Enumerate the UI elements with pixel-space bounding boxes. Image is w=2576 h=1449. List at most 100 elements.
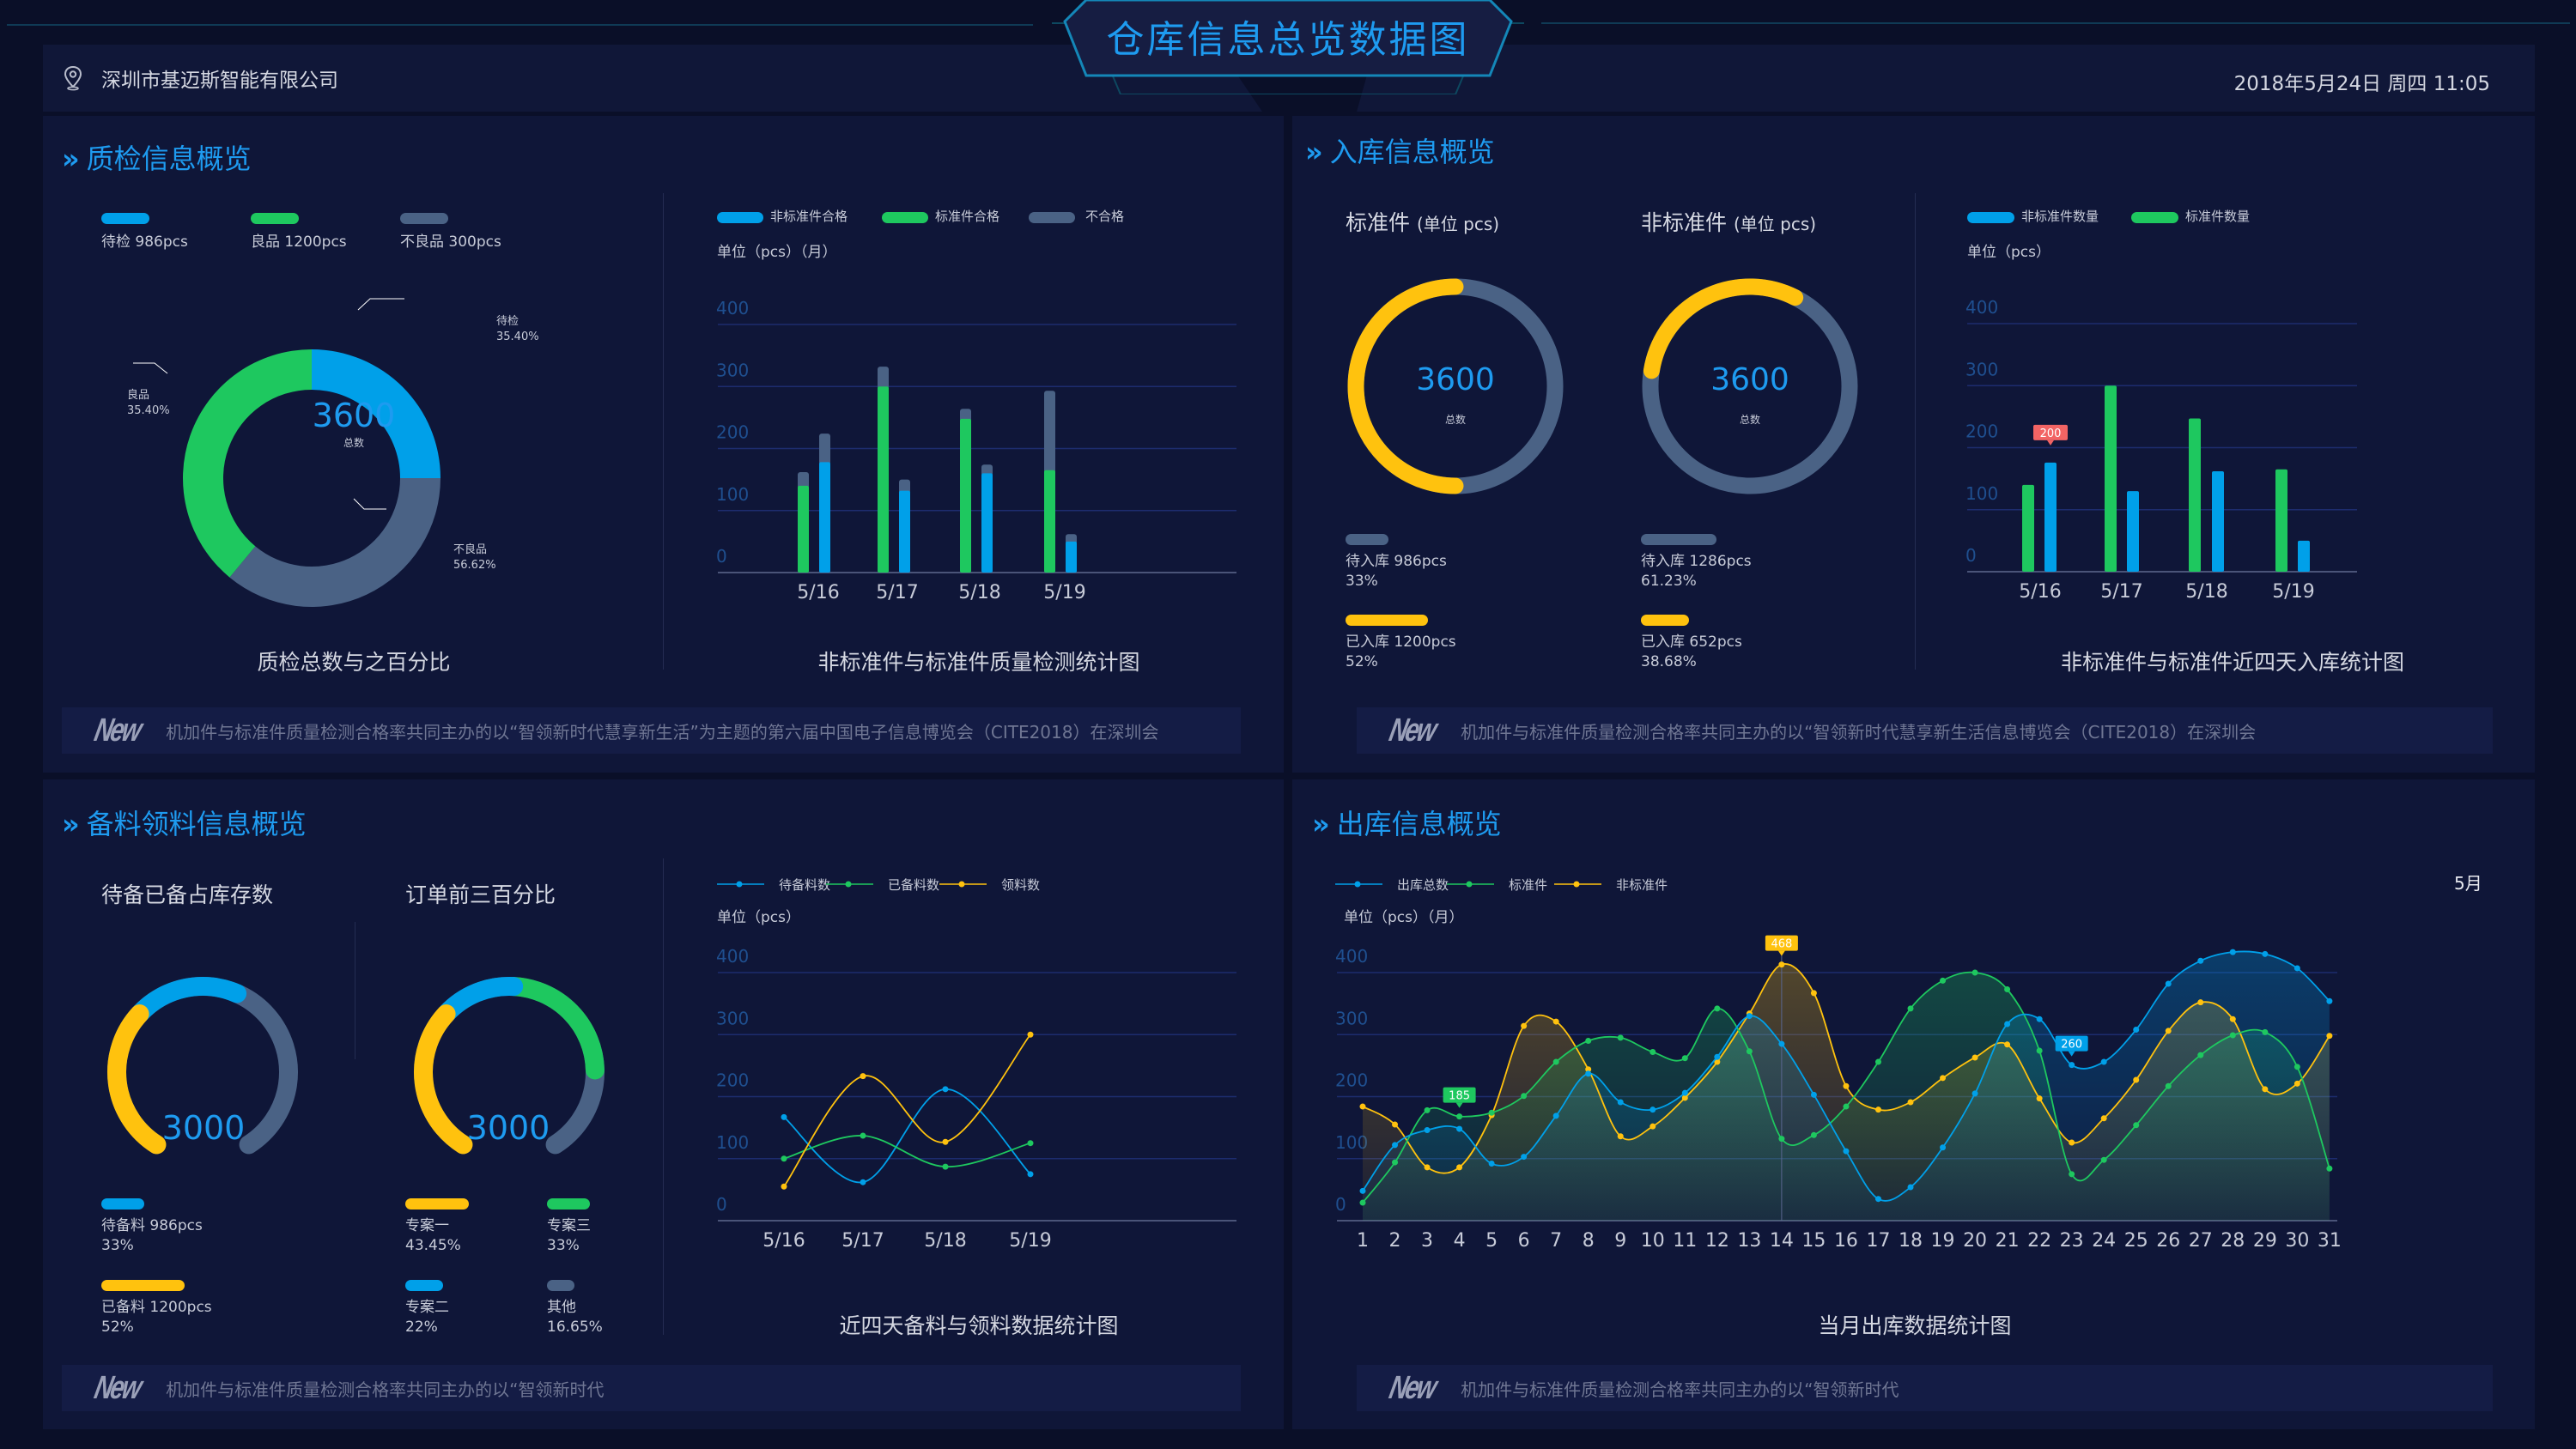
map-pin-icon [64,65,82,91]
header-top-line [7,24,1033,26]
slice-label-defective: 不良品 56.62% [453,543,496,572]
inbound-ring-charts [1347,278,1858,494]
svg-text:4: 4 [1454,1230,1466,1252]
svg-text:468: 468 [1771,938,1792,951]
new-badge: New [1386,712,1439,749]
svg-text:300: 300 [716,360,749,380]
svg-text:400: 400 [1965,297,1998,318]
svg-text:1: 1 [1357,1230,1369,1252]
gauge1-value: 3000 [161,1109,246,1147]
svg-text:9: 9 [1614,1230,1626,1252]
svg-text:7: 7 [1550,1230,1562,1252]
header-top-line-right [1541,22,2570,24]
svg-text:100: 100 [716,1132,749,1153]
svg-text:185: 185 [1449,1090,1470,1103]
svg-text:300: 300 [1965,359,1998,379]
svg-text:400: 400 [716,946,749,967]
double-chevron-icon: » [62,808,80,840]
svg-text:27: 27 [2189,1230,2213,1252]
project2-swatch [405,1280,443,1291]
legend-label-nonstd-qty: 非标准件数量 [2021,209,2099,224]
gauge2-title: 订单前三百分比 [405,882,556,907]
news-ticker[interactable]: New 机加件与标准件质量检测合格率共同主办的以“智领新时代 [62,1365,1241,1411]
legend-label-good: 良品 1200pcs [251,233,347,251]
std-done-label: 已入库 1200pcs 52% [1346,634,1456,670]
prep-line-legend: 待备料数 已备料数 领料数 [717,877,1040,893]
svg-text:10: 10 [1641,1230,1665,1252]
svg-text:22: 22 [2027,1230,2051,1252]
month-selector[interactable]: 5月 [2454,873,2482,894]
donut-total-value: 3600 [312,397,396,434]
new-badge: New [91,1369,144,1406]
gauge2-value: 3000 [466,1109,550,1147]
svg-text:5/16: 5/16 [762,1230,805,1252]
svg-text:5/16: 5/16 [797,582,839,603]
nonstd-ring-total: 3600 [1710,362,1789,397]
legend-swatch-good [251,213,299,224]
news-ticker[interactable]: New 机加件与标准件质量检测合格率共同主办的以“智领新时代 [1357,1365,2493,1411]
divider [663,858,664,1335]
svg-text:5/19: 5/19 [1043,582,1085,603]
svg-text:200: 200 [2040,427,2062,440]
legend-swatch-fail [1029,212,1075,223]
header-left-bar [43,45,1262,112]
std-ring-total: 3600 [1416,362,1495,397]
svg-text:5/17: 5/17 [841,1230,884,1252]
section-title-outbound: » 出库信息概览 [1312,808,1502,840]
svg-text:5/19: 5/19 [1009,1230,1051,1252]
svg-text:17: 17 [1866,1230,1890,1252]
chart-unit-label: 单位（pcs） [1967,244,2050,261]
panel-inbound [1292,116,2535,773]
prep-line-chart: 0 100 200 300 400 5/16 5/17 5/18 5/19 [716,946,1236,1252]
std-ring-label: 总数 [1444,414,1466,426]
svg-text:5: 5 [1485,1230,1498,1252]
outbound-caption: 当月出库数据统计图 [1818,1313,2012,1338]
svg-text:0: 0 [1335,1194,1346,1215]
nonstd-pending-swatch [1641,534,1716,545]
nonstd-ring-label: 总数 [1739,414,1760,426]
svg-text:0: 0 [1965,545,1977,566]
svg-text:100: 100 [1965,483,1998,504]
other-swatch [547,1280,574,1291]
section-title-inbound: » 入库信息概览 [1305,136,1495,168]
ticker-text: 机加件与标准件质量检测合格率共同主办的以“智领新时代慧享新生活信息博览会（CIT… [1461,721,2257,743]
svg-text:5/16: 5/16 [2019,581,2061,603]
svg-text:5/17: 5/17 [876,582,918,603]
new-badge: New [1386,1369,1439,1406]
svg-text:5/18: 5/18 [958,582,1000,603]
std-pending-swatch [1346,534,1388,545]
project1-swatch [405,1198,469,1210]
ticker-text: 机加件与标准件质量检测合格率共同主办的以“智领新时代慧享新生活”为主题的第六届中… [166,721,1159,743]
slice-label-pending: 待检 35.40% [496,315,539,343]
legend-swatch-std-pass [882,212,928,223]
inbound-bar-caption: 非标准件与标准件近四天入库统计图 [2060,650,2404,675]
ticker-text: 机加件与标准件质量检测合格率共同主办的以“智领新时代 [1461,1379,1899,1400]
svg-text:200: 200 [716,422,749,443]
svg-text:领料数: 领料数 [1001,877,1040,893]
double-chevron-icon: » [1305,136,1323,168]
nonstd-pending-label: 待入库 1286pcs 61.23% [1641,553,1752,590]
legend-label-pending: 待检 986pcs [101,233,188,251]
prep-line-caption: 近四天备料与领料数据统计图 [839,1313,1119,1338]
svg-text:26: 26 [2156,1230,2180,1252]
nonstd-done-label: 已入库 652pcs 38.68% [1641,634,1742,670]
double-chevron-icon: » [1312,808,1330,840]
title-frame [1052,0,1524,94]
svg-text:2: 2 [1389,1230,1401,1252]
svg-text:21: 21 [1996,1230,2020,1252]
svg-text:100: 100 [716,484,749,505]
legend-label-nonstd-pass: 非标准件合格 [770,209,848,224]
news-ticker[interactable]: New 机加件与标准件质量检测合格率共同主办的以“智领新时代慧享新生活”为主题的… [62,707,1241,754]
legend-swatch-pending [101,213,149,224]
section-title-prep: » 备料领料信息概览 [62,808,307,840]
news-ticker[interactable]: New 机加件与标准件质量检测合格率共同主办的以“智领新时代慧享新生活信息博览会… [1357,707,2493,754]
svg-text:19: 19 [1931,1230,1955,1252]
svg-text:5/17: 5/17 [2100,581,2142,603]
nonstd-title: 非标准件 (单位 pcs) [1641,210,1817,235]
company-name: 深圳市基迈斯智能有限公司 [101,70,338,92]
svg-text:23: 23 [2060,1230,2084,1252]
svg-text:30: 30 [2285,1230,2309,1252]
pending-material-label: 待备料 986pcs 33% [101,1217,203,1254]
svg-text:0: 0 [716,546,727,567]
project3-swatch [547,1198,590,1210]
